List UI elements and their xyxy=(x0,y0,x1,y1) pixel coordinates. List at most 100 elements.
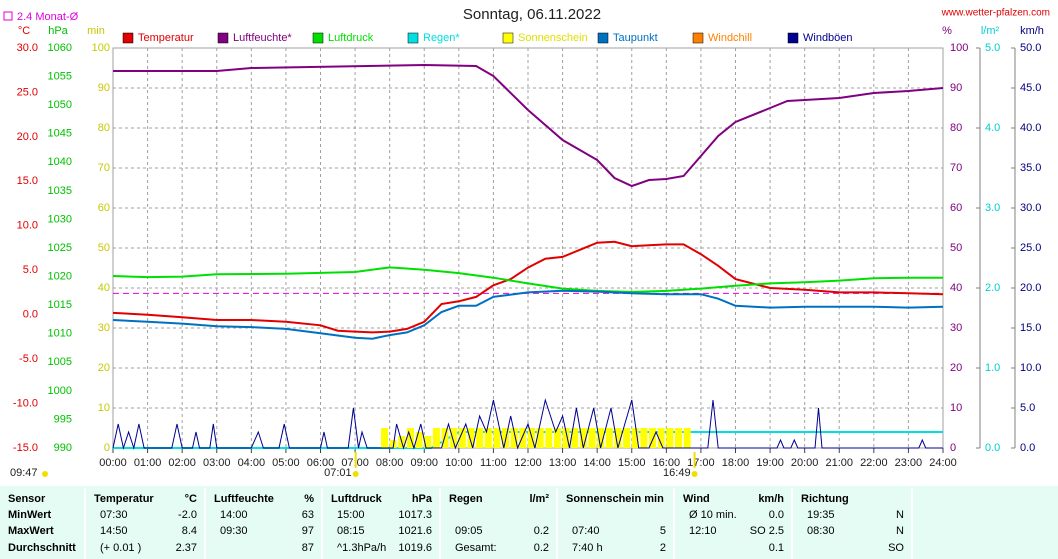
legend-swatch xyxy=(692,32,704,44)
sun-bar xyxy=(597,428,605,448)
sun-bar xyxy=(467,428,475,448)
x-tick-label: 03:00 xyxy=(203,457,231,469)
x-tick-label: 06:00 xyxy=(307,457,335,469)
x-tick-label: 15:00 xyxy=(618,457,646,469)
series-line xyxy=(112,266,943,294)
table-header: Luftfeuchte xyxy=(214,493,274,505)
table-cell: 87 xyxy=(302,542,314,554)
table-cell: 07:30 xyxy=(100,509,128,521)
table-cell: 63 xyxy=(302,509,314,521)
x-tick-label: 17:00 xyxy=(687,457,715,469)
y-tick-label: 1055 xyxy=(48,70,72,82)
table-cell: 0.0 xyxy=(769,509,784,521)
table-cell: 1019.6 xyxy=(398,542,432,554)
table-row-label: Durchschnitt xyxy=(8,542,76,554)
table-header: Wind xyxy=(683,493,710,505)
sun-bar xyxy=(631,428,639,448)
x-tick-label: 08:00 xyxy=(376,457,404,469)
x-tick-label: 05:00 xyxy=(272,457,300,469)
y-tick-label: 50 xyxy=(950,242,962,254)
table-cell: 12:10 xyxy=(689,525,717,537)
sun-bar xyxy=(640,428,648,448)
legend-swatch xyxy=(597,32,609,44)
y-tick-label: 30.0 xyxy=(1020,202,1041,214)
y-tick-label: 0.0 xyxy=(1020,442,1035,454)
table-cell: 0.2 xyxy=(534,525,549,537)
x-tick-label: 16:00 xyxy=(653,457,681,469)
y-tick-label: -10.0 xyxy=(13,397,38,409)
sun-bar xyxy=(432,428,440,448)
sun-bar xyxy=(579,428,587,448)
x-tick-label: 09:00 xyxy=(410,457,438,469)
sun-icon xyxy=(42,471,48,477)
table-header: Sensor xyxy=(8,493,46,505)
series-line xyxy=(112,240,944,334)
sun-bar xyxy=(424,436,432,448)
sun-bar xyxy=(649,428,657,448)
series-line xyxy=(112,398,943,450)
table-header-unit: % xyxy=(304,493,314,505)
table-cell: 09:05 xyxy=(455,525,483,537)
y-tick-label: 1010 xyxy=(48,328,72,340)
sun-bar xyxy=(683,428,691,448)
x-tick-label: 04:00 xyxy=(238,457,266,469)
x-tick-label: 13:00 xyxy=(549,457,577,469)
y-tick-label: 60 xyxy=(950,202,962,214)
y-tick-label: 1050 xyxy=(48,99,72,111)
y-tick-label: 80 xyxy=(950,122,962,134)
sun-bar xyxy=(519,428,527,448)
y-tick-label: 10 xyxy=(950,402,962,414)
y-tick-label: 4.0 xyxy=(985,122,1000,134)
legend-label: Windböen xyxy=(803,32,853,44)
table-cell: 8.4 xyxy=(182,525,197,537)
legend-label: Windchill xyxy=(708,32,752,44)
table-cell: 14:00 xyxy=(220,509,248,521)
y-tick-label: 10.0 xyxy=(1020,362,1041,374)
x-tick-label: 11:00 xyxy=(480,457,507,469)
legend-swatch xyxy=(502,32,514,44)
sun-bar xyxy=(510,428,518,448)
y-tick-label: 995 xyxy=(54,413,72,425)
legend-swatch xyxy=(122,32,134,44)
legend-swatch xyxy=(787,32,799,44)
axis-label: % xyxy=(942,25,952,37)
table-cell: 08:15 xyxy=(337,525,365,537)
table-cell: ^1.3hPa/h xyxy=(337,542,386,554)
x-tick-label: 22:00 xyxy=(860,457,888,469)
y-tick-label: 2.0 xyxy=(985,282,1000,294)
sun-bar xyxy=(571,428,579,448)
series-line xyxy=(113,63,944,188)
table-cell: 07:40 xyxy=(572,525,600,537)
marker-label: 16:49 xyxy=(663,467,691,479)
table-cell: N xyxy=(896,509,904,521)
y-tick-label: 45.0 xyxy=(1020,82,1041,94)
y-tick-label: 40.0 xyxy=(1020,122,1041,134)
table-cell: 0.1 xyxy=(769,542,784,554)
table-header-unit: km/h xyxy=(758,493,784,505)
y-tick-label: 30.0 xyxy=(17,42,38,54)
sun-bar xyxy=(562,428,570,448)
table-cell: 08:30 xyxy=(807,525,835,537)
table-header-unit: °C xyxy=(185,493,197,505)
x-tick-label: 14:00 xyxy=(583,457,611,469)
sun-bar xyxy=(389,440,397,448)
table-cell: 5 xyxy=(660,525,666,537)
reference-icon xyxy=(3,11,13,21)
legend-label: Sonnenschein xyxy=(518,32,588,44)
table-header-unit: hPa xyxy=(412,493,433,505)
y-tick-label: 0.0 xyxy=(985,442,1000,454)
y-tick-label: 5.0 xyxy=(1020,402,1035,414)
sun-bar xyxy=(605,428,613,448)
marker-label: 09:47 xyxy=(10,467,38,479)
y-tick-label: 20.0 xyxy=(17,131,38,143)
y-tick-label: 25.0 xyxy=(1020,242,1041,254)
sun-bar xyxy=(536,428,544,448)
table-background xyxy=(0,486,1058,559)
y-tick-label: 40 xyxy=(950,282,962,294)
y-tick-label: 20 xyxy=(98,362,110,374)
y-tick-label: 60 xyxy=(98,202,110,214)
table-cell: 14:50 xyxy=(100,525,128,537)
legend-label: Temperatur xyxy=(138,32,194,44)
legend-swatch xyxy=(217,32,229,44)
